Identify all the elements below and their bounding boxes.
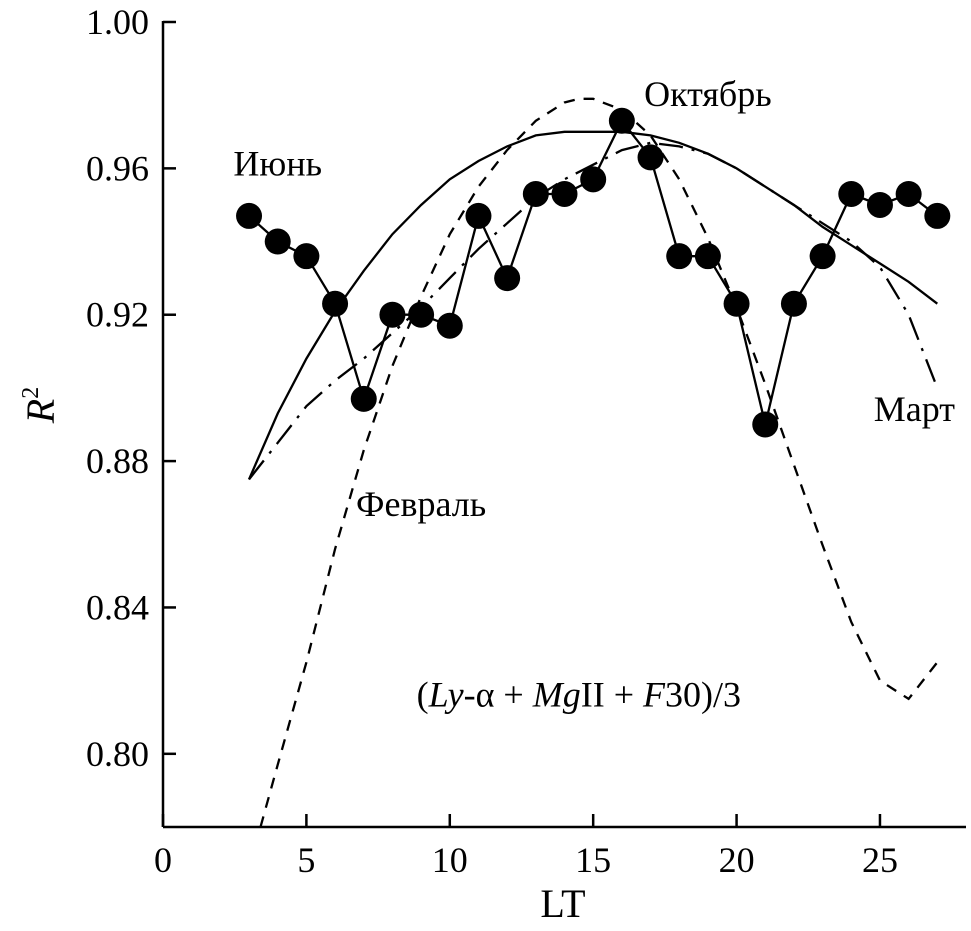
x-axis-title: LT xyxy=(540,881,585,926)
axes xyxy=(161,21,966,829)
data-point xyxy=(236,202,263,229)
data-point xyxy=(408,301,435,328)
data-point xyxy=(666,243,693,270)
annotations: Июнь Октябрь Март Февраль xyxy=(233,74,955,524)
month-label: Март xyxy=(874,389,956,429)
y-tick-label: 0.84 xyxy=(86,587,149,627)
y-axis-title: R2 xyxy=(18,387,63,424)
data-point xyxy=(465,202,492,229)
x-tick-label: 25 xyxy=(862,840,898,880)
month-label: Октябрь xyxy=(644,74,772,114)
data-point xyxy=(580,166,607,193)
data-point xyxy=(322,290,349,317)
y-tick-label: 1.00 xyxy=(86,2,149,42)
data-point xyxy=(809,243,836,270)
month-label: Февраль xyxy=(356,484,486,524)
data-point xyxy=(694,243,721,270)
fit-curve-solid xyxy=(247,130,938,480)
y-ticks: 0.80 0.84 0.88 0.92 0.96 1.00 xyxy=(86,2,176,774)
formula-part-italic: F xyxy=(642,674,666,714)
data-point xyxy=(293,243,320,270)
data-point xyxy=(494,265,521,292)
formula-part-italic: Ly xyxy=(428,674,464,714)
formula-part: 30)/3 xyxy=(665,674,741,714)
data-points xyxy=(236,107,951,438)
fit-curve-dash-dot xyxy=(248,141,939,481)
data-point xyxy=(866,191,893,218)
x-tick-label: 0 xyxy=(154,840,172,880)
data-point xyxy=(924,202,951,229)
y-axis-title-sup: 2 xyxy=(18,387,44,399)
y-axis-title-main: R xyxy=(18,399,63,424)
data-point xyxy=(780,290,807,317)
data-point xyxy=(350,385,377,412)
fit-curve-dashed xyxy=(259,97,939,828)
y-tick-label: 0.80 xyxy=(86,734,149,774)
data-point xyxy=(608,107,635,134)
data-point xyxy=(379,301,406,328)
formula-part: -α + xyxy=(464,674,533,714)
data-point xyxy=(264,228,291,255)
formula-annotation: (Ly-α + MgII + F30)/3 xyxy=(417,674,741,714)
x-tick-label: 5 xyxy=(297,840,315,880)
y-tick-label: 0.88 xyxy=(86,441,149,481)
data-point xyxy=(436,312,463,339)
data-point xyxy=(838,180,865,207)
x-tick-label: 15 xyxy=(575,840,611,880)
x-tick-label: 20 xyxy=(719,840,755,880)
data-point xyxy=(637,144,664,171)
data-point xyxy=(723,290,750,317)
data-point xyxy=(551,180,578,207)
y-tick-label: 0.96 xyxy=(86,148,149,188)
formula-part-italic: Mg xyxy=(532,674,581,714)
formula-part: II + xyxy=(581,674,643,714)
data-point xyxy=(895,180,922,207)
x-ticks: 0 5 10 15 20 25 xyxy=(154,814,898,880)
month-label: Июнь xyxy=(233,144,322,184)
x-tick-label: 10 xyxy=(432,840,468,880)
data-point xyxy=(752,411,779,438)
formula-part: ( xyxy=(417,674,429,714)
data-point xyxy=(522,180,549,207)
fit-curves xyxy=(247,97,939,828)
y-tick-label: 0.92 xyxy=(86,295,149,335)
